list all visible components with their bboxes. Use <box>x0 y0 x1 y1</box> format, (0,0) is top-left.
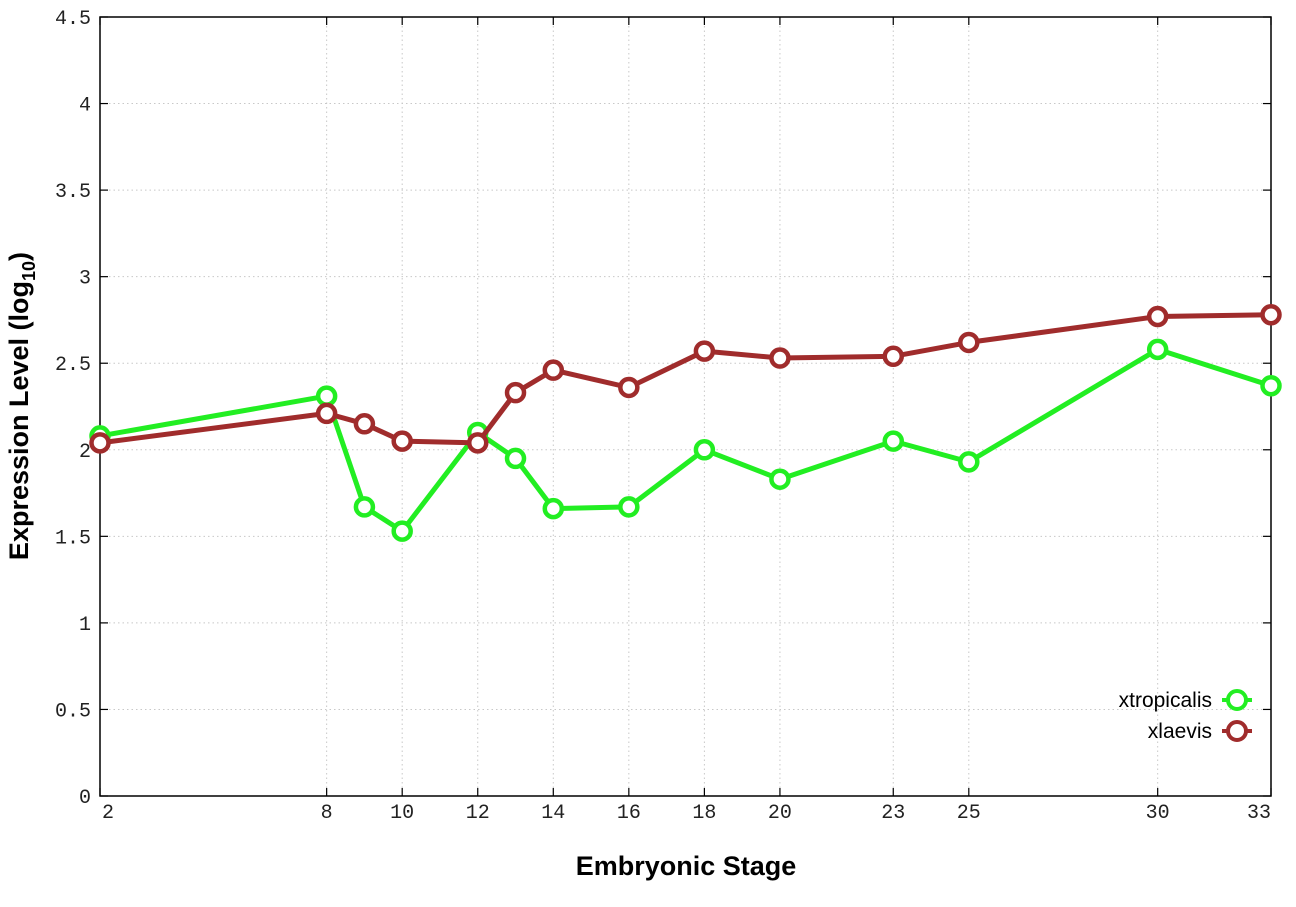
data-point-xtropicalis <box>391 520 413 542</box>
y-tick-label: 0.5 <box>55 700 91 723</box>
series-line-xlaevis <box>97 312 1274 446</box>
data-point-xtropicalis <box>1260 374 1282 397</box>
x-tick-label: 23 <box>881 802 905 825</box>
grid-lines <box>100 17 1271 796</box>
y-tick-label: 3.5 <box>55 181 91 204</box>
legend: xtropicalis xlaevis <box>1119 689 1252 743</box>
series-line-xtropicalis <box>97 346 1274 534</box>
y-axis-title: Expression Level (log10) <box>4 252 39 560</box>
y-tick-label: 3 <box>79 268 91 291</box>
y-axis-title-sub: 10 <box>19 261 39 281</box>
legend-label-xlaevis: xlaevis <box>1148 720 1212 743</box>
data-point-xlaevis <box>466 432 489 454</box>
y-tick-label: 4.5 <box>55 8 91 31</box>
data-point-xlaevis <box>882 345 905 368</box>
legend-entry-xtropicalis: xtropicalis <box>1119 689 1252 712</box>
series-layer <box>89 304 1282 542</box>
x-tick-label: 10 <box>390 802 414 825</box>
y-tick-label: 2 <box>79 441 91 464</box>
data-point-xtropicalis <box>542 497 565 520</box>
plot-frame <box>99 16 1272 797</box>
data-point-xlaevis <box>958 331 980 354</box>
legend-marker-xlaevis <box>1226 720 1248 742</box>
data-point-xlaevis <box>391 430 413 452</box>
data-point-xlaevis <box>504 381 527 404</box>
data-point-xtropicalis <box>882 430 905 452</box>
data-point-xlaevis <box>1146 305 1169 328</box>
data-point-xtropicalis <box>504 447 527 470</box>
data-point-xtropicalis <box>353 496 376 518</box>
axis-ticks: 0 0.5 1 1.5 2 2.5 3 3.5 4 4.5 2 8 10 12 14 16 18 20 23 25 30… <box>55 8 1272 825</box>
y-tick-label: 4 <box>79 95 91 118</box>
x-tick-label: 12 <box>466 802 490 825</box>
legend-label-xtropicalis: xtropicalis <box>1119 689 1212 712</box>
x-tick-label: 8 <box>321 802 333 825</box>
x-tick-label: 20 <box>768 802 792 825</box>
data-point-xtropicalis <box>618 496 640 518</box>
data-point-xlaevis <box>618 376 640 399</box>
x-tick-label: 18 <box>692 802 716 825</box>
y-tick-label: 2.5 <box>55 354 91 377</box>
x-tick-label: 30 <box>1146 802 1170 825</box>
data-point-xtropicalis <box>315 385 338 407</box>
x-tick-label: 33 <box>1247 802 1271 825</box>
y-tick-label: 1.5 <box>55 527 91 550</box>
legend-entry-xlaevis: xlaevis <box>1148 720 1252 743</box>
data-point-xlaevis <box>1260 304 1282 326</box>
y-axis-title-close: ) <box>4 252 34 261</box>
data-point-xlaevis <box>542 359 565 381</box>
data-point-xlaevis <box>769 347 791 369</box>
data-point-xlaevis <box>89 432 111 454</box>
data-point-xlaevis <box>353 413 376 435</box>
x-axis-title: Embryonic Stage <box>576 851 797 881</box>
x-tick-label: 25 <box>957 802 981 825</box>
y-tick-label: 0 <box>79 787 91 810</box>
x-tick-label: 14 <box>541 802 565 825</box>
data-point-xlaevis <box>693 340 716 362</box>
data-point-xtropicalis <box>769 468 791 490</box>
x-tick-label: 16 <box>617 802 641 825</box>
data-point-xtropicalis <box>1146 338 1169 361</box>
data-point-xtropicalis <box>958 451 980 473</box>
x-tick-label: 2 <box>102 802 114 825</box>
y-axis-title-main: Expression Level (log <box>4 281 34 560</box>
y-tick-label: 1 <box>79 614 91 637</box>
data-point-xlaevis <box>315 402 338 425</box>
legend-marker-xtropicalis <box>1226 689 1248 711</box>
data-point-xtropicalis <box>693 439 716 461</box>
